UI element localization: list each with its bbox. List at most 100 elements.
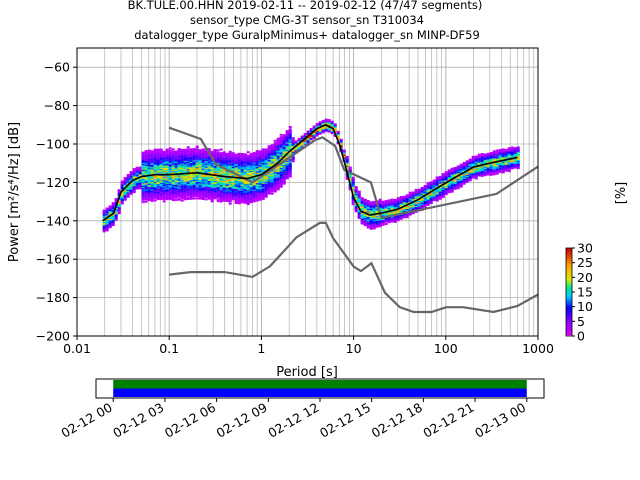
density-cell (246, 155, 250, 158)
density-cell (285, 156, 289, 159)
density-cell (156, 165, 160, 168)
density-cell (204, 166, 208, 169)
density-cell (144, 183, 148, 186)
density-cell (354, 206, 358, 209)
density-cell (207, 159, 211, 162)
density-cell (366, 202, 370, 205)
density-cell (285, 149, 289, 152)
density-cell (468, 177, 472, 179)
density-cell (369, 226, 373, 229)
colorbar-swatch (566, 334, 572, 336)
density-cell (102, 213, 106, 216)
density-cell (192, 190, 196, 193)
density-cell (453, 185, 457, 188)
density-cell (357, 195, 361, 198)
density-cell (258, 160, 262, 163)
density-cell (321, 119, 325, 122)
density-cell (393, 203, 397, 206)
density-cell (270, 159, 274, 162)
density-cell (114, 208, 118, 211)
density-cell (492, 153, 496, 156)
density-cell (222, 165, 226, 168)
x-tick-label: 10 (346, 341, 362, 356)
density-cell (108, 218, 112, 221)
density-cell (363, 204, 367, 207)
density-cell (438, 190, 442, 193)
density-cell (342, 151, 346, 154)
density-cell (111, 221, 115, 224)
density-cell (138, 183, 142, 186)
density-cell (210, 152, 214, 154)
density-cell (390, 211, 394, 214)
density-cell (471, 159, 475, 162)
density-cell (318, 129, 322, 132)
density-cell (189, 186, 193, 189)
density-cell (195, 184, 199, 187)
density-cell (483, 154, 487, 157)
density-cell (174, 192, 178, 194)
density-cell (372, 218, 376, 221)
density-cell (210, 175, 214, 177)
density-cell (300, 144, 304, 147)
density-cell (240, 163, 244, 166)
density-cell (435, 188, 439, 191)
density-cell (312, 126, 316, 129)
density-cell (213, 168, 217, 171)
density-cell (393, 218, 397, 221)
density-cell (153, 186, 157, 189)
density-cell (102, 221, 106, 224)
density-cell (237, 201, 241, 204)
density-cell (234, 160, 238, 163)
density-cell (288, 134, 292, 136)
density-cell (168, 152, 172, 154)
colorbar-swatch (566, 331, 572, 333)
density-cell (414, 197, 418, 199)
density-cell (372, 221, 376, 224)
density-cell (234, 188, 238, 191)
density-cell (162, 152, 166, 154)
density-cell (132, 168, 136, 171)
density-cell (228, 158, 232, 161)
density-cell (231, 193, 235, 196)
density-cell (336, 137, 340, 140)
density-cell (225, 189, 229, 192)
density-cell (288, 166, 292, 169)
density-cell (309, 138, 313, 141)
density-cell (264, 167, 268, 169)
density-cell (219, 186, 223, 189)
density-cell (264, 156, 268, 159)
density-cell (204, 178, 208, 181)
density-cell (120, 193, 124, 196)
density-cell (411, 196, 415, 199)
density-cell (153, 197, 157, 200)
density-cell (291, 155, 295, 158)
density-cell (468, 166, 472, 169)
density-cell (183, 170, 187, 173)
density-cell (327, 119, 331, 122)
density-cell (177, 175, 181, 178)
density-cell (258, 164, 262, 167)
density-cell (258, 159, 262, 162)
density-cell (111, 216, 115, 218)
density-cell (480, 154, 484, 157)
density-cell (240, 153, 244, 155)
density-cell (267, 183, 271, 186)
density-cell (363, 202, 367, 205)
density-cell (228, 162, 232, 165)
density-cell (153, 167, 157, 170)
density-cell (159, 168, 163, 171)
density-cell (219, 159, 223, 161)
density-cell (279, 184, 283, 187)
density-cell (303, 135, 307, 138)
density-cell (444, 186, 448, 189)
density-cell (372, 222, 376, 225)
density-cell (120, 186, 124, 189)
density-cell (147, 186, 151, 189)
density-cell (204, 174, 208, 177)
density-cell (264, 191, 268, 194)
density-cell (207, 157, 211, 160)
density-cell (357, 199, 361, 202)
density-cell (426, 190, 430, 193)
density-cell (369, 223, 373, 226)
density-cell (189, 189, 193, 192)
